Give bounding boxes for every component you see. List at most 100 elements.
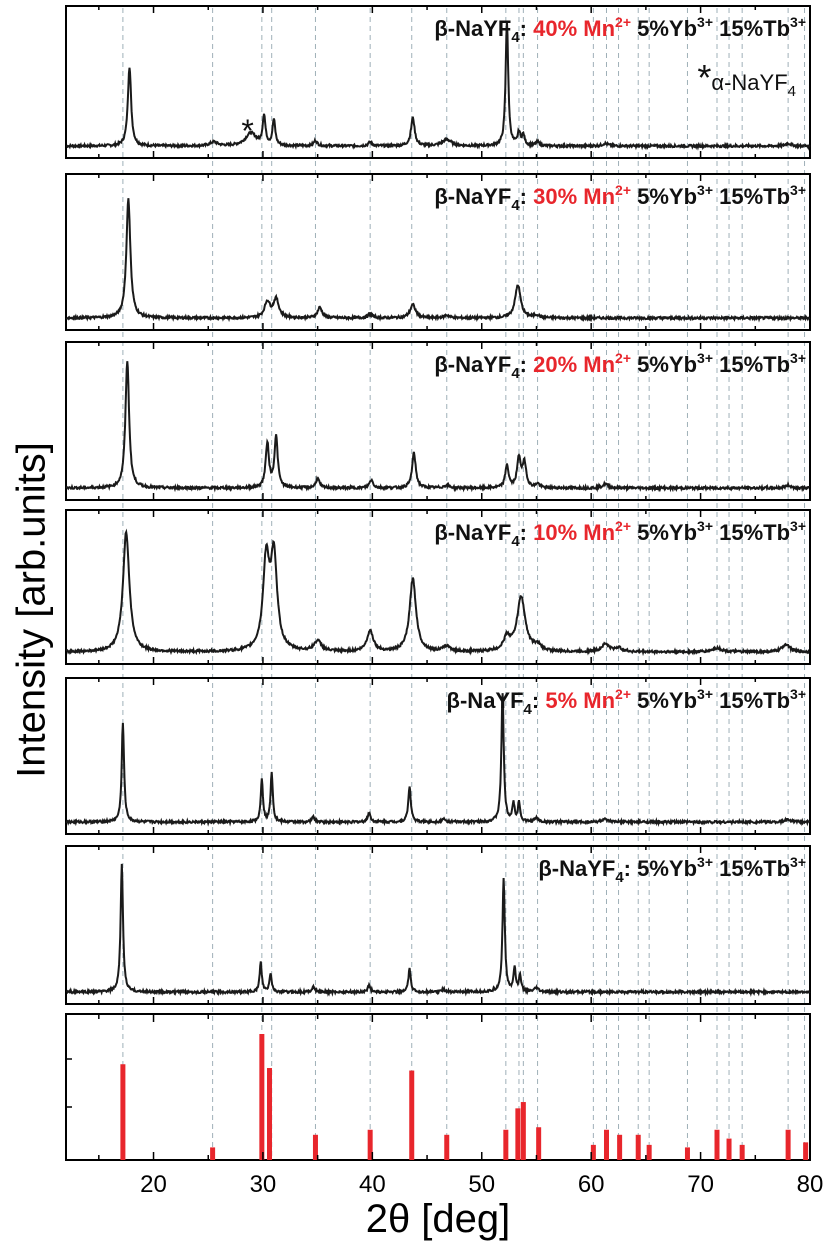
reference-bar-8 (503, 1129, 509, 1160)
xrd-panel-5: β-NaYF4: 5% Mn2+ 5%Yb3+ 15%Tb3+ (65, 677, 811, 835)
x-tick-label-30: 30 (250, 1171, 277, 1198)
y-axis-label: Intensity [arb.units] (9, 442, 54, 778)
reference-bar-3 (267, 1068, 273, 1160)
panel-frame (65, 677, 811, 835)
title-colon: : (532, 688, 545, 713)
panel-title: β-NaYF4: 5%Yb3+ 15%Tb3+ (538, 854, 806, 886)
x-tick-label-50: 50 (468, 1171, 495, 1198)
x-axis-label: 2θ [deg] (366, 1197, 511, 1241)
panel-frame (65, 5, 811, 159)
title-compound: β-NaYF (434, 520, 511, 545)
title-subscript: 4 (511, 533, 520, 550)
title-colon: : (520, 16, 533, 41)
reference-bar-11 (536, 1127, 542, 1160)
title-subscript: 4 (511, 365, 520, 382)
tb-charge: 3+ (790, 518, 806, 534)
x-tick-label-70: 70 (687, 1171, 714, 1198)
title-compound: β-NaYF (434, 184, 511, 209)
reference-bar-15 (635, 1134, 641, 1160)
title-compound: β-NaYF (538, 856, 615, 881)
tb-concentration: 15%Tb (713, 184, 790, 209)
yb-charge: 3+ (697, 182, 713, 198)
alpha-peak-star: * (241, 113, 253, 149)
tb-charge: 3+ (790, 686, 806, 702)
diffraction-trace (65, 863, 811, 998)
reference-bar-panel (65, 1013, 811, 1161)
reference-bar-13 (603, 1129, 609, 1160)
reference-bar-5 (367, 1129, 373, 1160)
xrd-panels: β-NaYF4: 40% Mn2+ 5%Yb3+ 15%Tb3+*α-NaYF4… (65, 5, 811, 1005)
title-compound: β-NaYF (434, 352, 511, 377)
mn-concentration: 20% Mn (533, 352, 615, 377)
reference-bar-17 (684, 1147, 690, 1160)
reference-bar-12 (590, 1144, 596, 1160)
alpha-phase-legend: *α-NaYF4 (697, 57, 796, 100)
title-subscript: 4 (511, 29, 520, 46)
yb-charge: 3+ (697, 518, 713, 534)
mn-concentration: 40% Mn (533, 16, 615, 41)
tb-charge: 3+ (790, 854, 806, 870)
reference-guide-lines (122, 8, 806, 1158)
title-subscript: 4 (524, 701, 533, 718)
x-axis: 20 30 40 50 60 70 80 (140, 1171, 823, 1198)
mn-charge: 2+ (615, 686, 631, 702)
panel-title: β-NaYF4: 5% Mn2+ 5%Yb3+ 15%Tb3+ (447, 686, 806, 718)
tb-charge: 3+ (790, 350, 806, 366)
reference-bar-7 (444, 1134, 450, 1160)
mn-charge: 2+ (615, 14, 631, 30)
title-subscript: 4 (511, 197, 520, 214)
tb-concentration: 15%Tb (713, 688, 790, 713)
tb-concentration: 15%Tb (713, 352, 790, 377)
reference-frame (65, 1013, 811, 1161)
reference-bar-18 (714, 1129, 720, 1160)
reference-bar-2 (259, 1034, 265, 1160)
reference-bar-16 (646, 1144, 652, 1160)
mn-concentration: 10% Mn (533, 520, 615, 545)
alpha-peak-marker: * (241, 113, 253, 149)
reference-bar-21 (785, 1129, 791, 1160)
tb-concentration: 15%Tb (713, 16, 790, 41)
tb-charge: 3+ (790, 14, 806, 30)
mn-concentration: 5% Mn (545, 688, 615, 713)
alpha-marker: * (697, 57, 711, 98)
yb-concentration: 5%Yb (631, 688, 697, 713)
x-tick-label-60: 60 (578, 1171, 605, 1198)
mn-concentration: 30% Mn (533, 184, 615, 209)
panel-frame (65, 341, 811, 501)
yb-concentration: 5%Yb (631, 352, 697, 377)
title-colon: : (624, 856, 637, 881)
diffraction-trace (65, 528, 810, 657)
tb-charge: 3+ (790, 182, 806, 198)
title-colon: : (520, 520, 533, 545)
panel-frame (65, 509, 811, 665)
panel-title: β-NaYF4: 20% Mn2+ 5%Yb3+ 15%Tb3+ (434, 350, 806, 382)
diffraction-trace (65, 361, 811, 493)
yb-charge: 3+ (697, 854, 713, 870)
diffraction-trace (65, 198, 811, 323)
title-colon: : (520, 352, 533, 377)
reference-bar-1 (210, 1147, 216, 1160)
reference-bar-19 (726, 1138, 732, 1160)
alpha-subscript: 4 (788, 83, 796, 100)
x-tick-label-20: 20 (140, 1171, 167, 1198)
xrd-panel-4: β-NaYF4: 10% Mn2+ 5%Yb3+ 15%Tb3+ (65, 509, 811, 665)
title-compound: β-NaYF (447, 688, 524, 713)
yb-concentration: 5%Yb (637, 856, 697, 881)
title-colon: : (520, 184, 533, 209)
yb-concentration: 5%Yb (631, 184, 697, 209)
reference-bar-22 (803, 1142, 809, 1160)
reference-bar-0 (120, 1064, 126, 1160)
reference-bar-4 (312, 1134, 318, 1160)
reference-bar-10 (520, 1102, 526, 1160)
yb-charge: 3+ (697, 14, 713, 30)
diffraction-trace (66, 20, 811, 151)
xrd-panel-3: β-NaYF4: 20% Mn2+ 5%Yb3+ 15%Tb3+ (65, 341, 811, 501)
panel-title: β-NaYF4: 40% Mn2+ 5%Yb3+ 15%Tb3+ (434, 14, 806, 46)
panel-title: β-NaYF4: 30% Mn2+ 5%Yb3+ 15%Tb3+ (434, 182, 806, 214)
mn-charge: 2+ (615, 350, 631, 366)
xrd-panel-1: β-NaYF4: 40% Mn2+ 5%Yb3+ 15%Tb3+ *α-NaYF4… (65, 5, 811, 159)
yb-charge: 3+ (697, 350, 713, 366)
title-compound: β-NaYF (434, 16, 511, 41)
reference-bar-14 (617, 1134, 623, 1160)
